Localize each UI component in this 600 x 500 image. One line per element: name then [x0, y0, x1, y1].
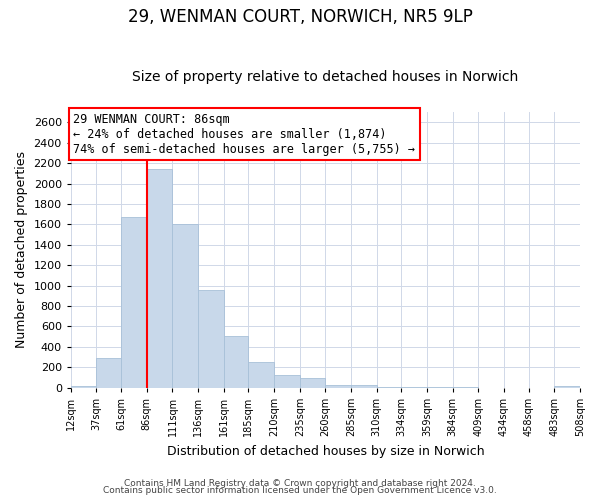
Title: Size of property relative to detached houses in Norwich: Size of property relative to detached ho… [132, 70, 518, 85]
Text: 29, WENMAN COURT, NORWICH, NR5 9LP: 29, WENMAN COURT, NORWICH, NR5 9LP [128, 8, 472, 26]
Bar [554, 386, 580, 388]
Bar [351, 385, 377, 388]
Text: Contains HM Land Registry data © Crown copyright and database right 2024.: Contains HM Land Registry data © Crown c… [124, 478, 476, 488]
Bar [224, 336, 248, 388]
Text: 29 WENMAN COURT: 86sqm
← 24% of detached houses are smaller (1,874)
74% of semi-: 29 WENMAN COURT: 86sqm ← 24% of detached… [73, 112, 415, 156]
X-axis label: Distribution of detached houses by size in Norwich: Distribution of detached houses by size … [167, 444, 484, 458]
Bar [147, 169, 172, 388]
Bar [97, 358, 121, 388]
Bar [300, 378, 325, 388]
Bar [121, 217, 147, 388]
Bar [248, 362, 274, 388]
Bar [172, 224, 198, 388]
Bar [274, 375, 300, 388]
Bar [325, 384, 351, 388]
Y-axis label: Number of detached properties: Number of detached properties [15, 152, 28, 348]
Bar [198, 290, 224, 388]
Text: Contains public sector information licensed under the Open Government Licence v3: Contains public sector information licen… [103, 486, 497, 495]
Bar [71, 386, 97, 388]
